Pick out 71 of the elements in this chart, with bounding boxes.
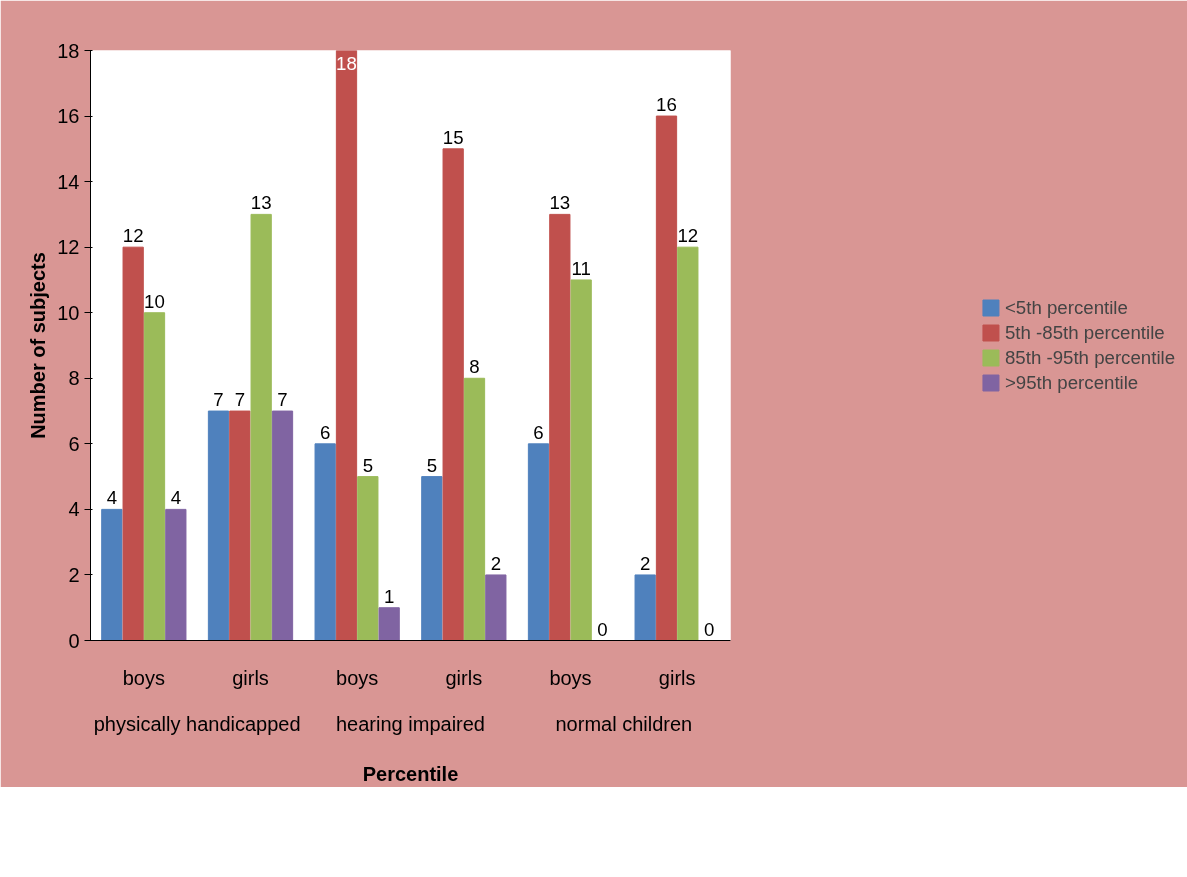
data-label: 13 [549, 192, 571, 214]
bar [101, 508, 123, 641]
y-tick-label: 0 [68, 629, 80, 652]
data-label: 4 [106, 487, 118, 509]
y-tick-label: 18 [57, 39, 80, 62]
x-tick-label: girls [658, 666, 696, 689]
legend-label: <5th percentile [1004, 296, 1128, 319]
data-label: 7 [213, 389, 224, 411]
data-label: 10 [144, 290, 165, 312]
y-tick-label: 6 [68, 432, 80, 455]
bar [357, 476, 379, 641]
y-tick-label: 8 [68, 367, 80, 390]
y-tick-label: 16 [57, 105, 80, 128]
data-label: 16 [656, 94, 677, 116]
x-tick-label: girls [232, 666, 269, 689]
y-tick-label: 10 [57, 301, 80, 324]
text: normal children [555, 712, 693, 735]
bar [122, 246, 144, 641]
bar [442, 148, 464, 641]
bar [250, 213, 272, 641]
bar [677, 246, 699, 641]
data-label: 5 [426, 454, 438, 476]
x-tick-label: boys [336, 666, 379, 689]
data-label: 12 [122, 225, 144, 247]
bar [463, 377, 486, 641]
text: physically handicapped [93, 712, 301, 735]
y-axis-title: Number of subjects [27, 252, 50, 439]
legend-label: 5th -85th percentile [1004, 321, 1165, 344]
bar [143, 312, 166, 641]
x-axis-title: Percentile [362, 762, 459, 785]
data-label: 1 [383, 585, 395, 607]
data-label: 6 [319, 421, 331, 443]
bar [421, 476, 443, 641]
bar [655, 115, 678, 641]
x-tick-label: boys [122, 666, 165, 689]
bar [335, 50, 358, 641]
data-label: 13 [250, 192, 272, 214]
text: hearing impaired [336, 712, 485, 735]
data-label: 7 [234, 389, 246, 411]
legend-label: >95th percentile [1004, 371, 1139, 394]
bar [549, 213, 571, 641]
data-label: 2 [490, 552, 502, 574]
data-label: 12 [677, 225, 699, 247]
data-label: 0 [597, 618, 608, 640]
y-tick-label: 12 [57, 236, 80, 259]
bar [229, 410, 251, 641]
bar [271, 410, 294, 641]
bar [378, 607, 400, 641]
data-label: 0 [703, 618, 715, 640]
data-label: 8 [469, 356, 480, 378]
legend-label: 85th -95th percentile [1004, 346, 1176, 369]
x-tick-label: girls [445, 666, 483, 689]
bar [634, 574, 656, 641]
data-label: 7 [277, 389, 288, 411]
x-tick-label: boys [549, 666, 592, 689]
data-label: 6 [533, 421, 544, 443]
bar [485, 574, 507, 641]
data-label: 2 [639, 552, 651, 574]
data-label: 4 [170, 487, 182, 509]
data-label: 15 [442, 126, 464, 148]
bar [314, 443, 336, 641]
data-label: 18 [336, 52, 357, 74]
bar [207, 410, 230, 641]
bar [527, 443, 550, 641]
y-tick-label: 14 [57, 170, 80, 193]
data-label: 5 [362, 454, 374, 476]
y-tick-label: 2 [68, 563, 80, 586]
y-tick-label: 4 [68, 498, 80, 521]
bar [165, 508, 187, 641]
data-label: 11 [571, 257, 591, 279]
bar [570, 279, 592, 641]
